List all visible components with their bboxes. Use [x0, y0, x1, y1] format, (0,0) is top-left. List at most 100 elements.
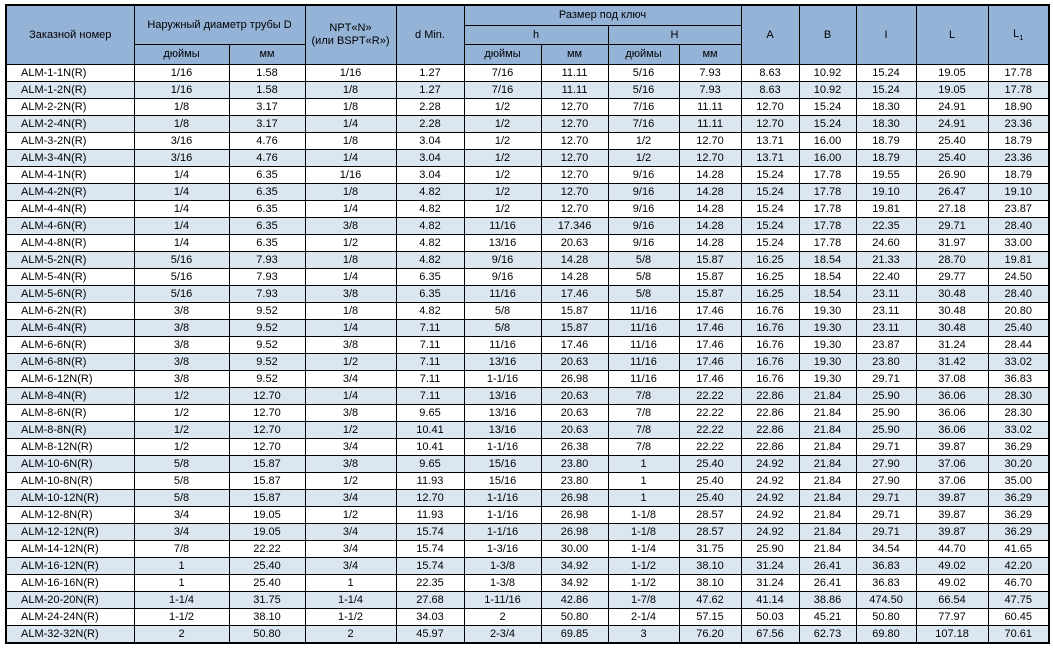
value-cell: 36.06	[915, 403, 989, 422]
col-header-i: I	[855, 4, 917, 65]
value-cell: 1-1/2	[607, 556, 680, 575]
value-cell: 9/16	[607, 233, 680, 252]
col-header-h-lower-mm: мм	[540, 43, 609, 65]
table-row: ALM-16-16N(R) 1 25.40 1 22.35 1-3/8 34.92 1-1/2…	[5, 573, 1050, 592]
value-cell: 3/4	[304, 437, 397, 456]
value-cell: 50.80	[228, 624, 306, 643]
value-cell: 20.63	[540, 420, 609, 439]
table-row: ALM-6-6N(R) 3/8 9.52 3/8 7.11 11/16 17.46 11/16…	[5, 335, 1050, 354]
value-cell: 23.11	[855, 318, 917, 337]
value-cell: 7/8	[607, 403, 680, 422]
value-cell: 3/8	[304, 284, 397, 303]
order-number-cell: ALM-10-6N(R)	[5, 454, 135, 473]
table-row: ALM-10-12N(R) 5/8 15.87 3/4 12.70 1-1/16 26.98…	[5, 488, 1050, 507]
value-cell: 7/16	[463, 63, 542, 82]
value-cell: 49.02	[915, 556, 989, 575]
table-row: ALM-6-12N(R) 3/8 9.52 3/4 7.11 1-1/16 26.98 11/…	[5, 369, 1050, 388]
value-cell: 474.50	[855, 590, 917, 609]
value-cell: 15.24	[740, 233, 800, 252]
table-row: ALM-8-6N(R) 1/2 12.70 3/8 9.65 13/16 20.63 7/8 2…	[5, 403, 1050, 422]
order-number-cell: ALM-3-2N(R)	[5, 131, 135, 150]
value-cell: 21.84	[798, 386, 857, 405]
value-cell: 24.92	[740, 488, 800, 507]
value-cell: 1/2	[133, 420, 230, 439]
value-cell: 12.70	[540, 114, 609, 133]
value-cell: 15.87	[228, 454, 306, 473]
value-cell: 19.05	[915, 63, 989, 82]
value-cell: 22.35	[855, 216, 917, 235]
col-header-d-inches: дюймы	[133, 43, 230, 65]
value-cell: 15.74	[395, 522, 465, 541]
value-cell: 2-1/4	[607, 607, 680, 626]
value-cell: 11.11	[678, 97, 742, 116]
value-cell: 1	[133, 573, 230, 592]
value-cell: 7/8	[133, 539, 230, 558]
value-cell: 31.24	[740, 573, 800, 592]
table-row: ALM-4-1N(R) 1/4 6.35 1/16 3.04 1/2 12.70 9/16 14…	[5, 165, 1050, 184]
value-cell: 36.06	[915, 420, 989, 439]
order-number-cell: ALM-8-12N(R)	[5, 437, 135, 456]
value-cell: 16.76	[740, 335, 800, 354]
value-cell: 1/8	[304, 80, 397, 99]
value-cell: 27.90	[855, 471, 917, 490]
value-cell: 15.24	[740, 182, 800, 201]
value-cell: 107.18	[915, 624, 989, 643]
value-cell: 22.86	[740, 386, 800, 405]
value-cell: 1-1/8	[607, 505, 680, 524]
value-cell: 77.97	[915, 607, 989, 626]
value-cell: 21.84	[798, 522, 857, 541]
value-cell: 1/2	[133, 437, 230, 456]
value-cell: 11.93	[395, 505, 465, 524]
col-header-d-min: d Min.	[395, 4, 465, 65]
value-cell: 23.80	[540, 454, 609, 473]
value-cell: 22.86	[740, 420, 800, 439]
value-cell: 16.76	[740, 369, 800, 388]
value-cell: 2-3/4	[463, 624, 542, 643]
value-cell: 45.97	[395, 624, 465, 643]
value-cell: 1/2	[463, 131, 542, 150]
value-cell: 41.65	[987, 539, 1050, 558]
value-cell: 47.62	[678, 590, 742, 609]
value-cell: 12.70	[678, 148, 742, 167]
value-cell: 19.30	[798, 318, 857, 337]
value-cell: 31.24	[915, 335, 989, 354]
value-cell: 3/4	[304, 369, 397, 388]
order-number-cell: ALM-10-12N(R)	[5, 488, 135, 507]
order-number-cell: ALM-5-6N(R)	[5, 284, 135, 303]
value-cell: 11.11	[678, 114, 742, 133]
value-cell: 1/4	[133, 216, 230, 235]
value-cell: 1-1/2	[133, 607, 230, 626]
value-cell: 24.92	[740, 471, 800, 490]
value-cell: 26.98	[540, 369, 609, 388]
value-cell: 31.75	[678, 539, 742, 558]
value-cell: 22.40	[855, 267, 917, 286]
value-cell: 11.11	[540, 80, 609, 99]
value-cell: 4.82	[395, 182, 465, 201]
table-row: ALM-12-12N(R) 3/4 19.05 3/4 15.74 1-1/16 26.98…	[5, 522, 1050, 541]
value-cell: 7.11	[395, 318, 465, 337]
value-cell: 1/8	[133, 114, 230, 133]
value-cell: 1/16	[304, 63, 397, 82]
value-cell: 18.30	[855, 114, 917, 133]
value-cell: 5/16	[133, 250, 230, 269]
value-cell: 1/4	[304, 199, 397, 218]
value-cell: 9.65	[395, 403, 465, 422]
value-cell: 19.10	[855, 182, 917, 201]
value-cell: 9/16	[607, 199, 680, 218]
col-header-h-lower: h	[463, 24, 609, 45]
col-header-h-lower-inches: дюймы	[463, 43, 542, 65]
value-cell: 26.41	[798, 556, 857, 575]
value-cell: 26.98	[540, 505, 609, 524]
value-cell: 20.80	[987, 301, 1050, 320]
table-row: ALM-1-2N(R) 1/16 1.58 1/8 1.27 7/16 11.11 5/16 7…	[5, 80, 1050, 99]
value-cell: 11/16	[607, 318, 680, 337]
value-cell: 38.10	[678, 556, 742, 575]
value-cell: 3/8	[133, 369, 230, 388]
table-row: ALM-5-4N(R) 5/16 7.93 1/4 6.35 9/16 14.28 5/8 15…	[5, 267, 1050, 286]
value-cell: 13/16	[463, 420, 542, 439]
col-header-outer-diameter: Наружный диаметр трубы D	[133, 4, 306, 45]
value-cell: 1/16	[133, 80, 230, 99]
order-number-cell: ALM-16-12N(R)	[5, 556, 135, 575]
table-row: ALM-6-4N(R) 3/8 9.52 1/4 7.11 5/8 15.87 11/16 17…	[5, 318, 1050, 337]
value-cell: 1.27	[395, 63, 465, 82]
